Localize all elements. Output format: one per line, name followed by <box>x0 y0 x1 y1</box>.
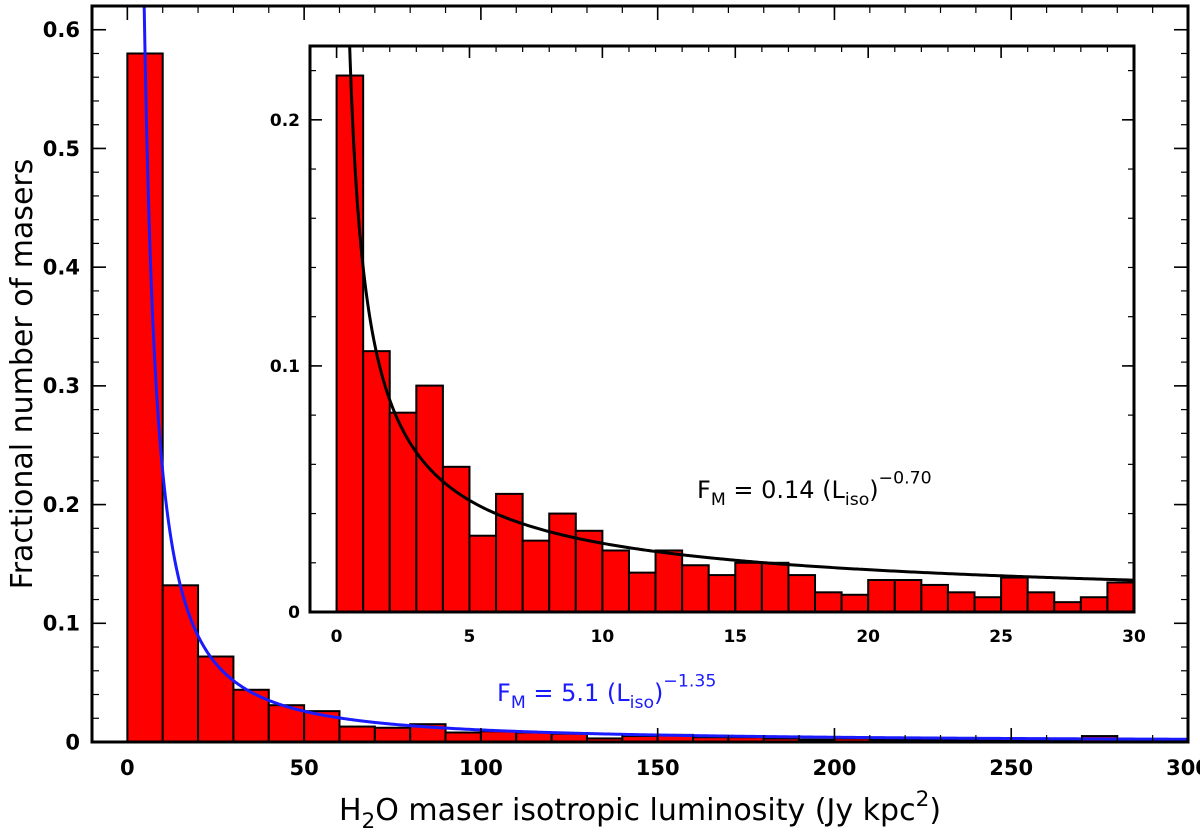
formula-part: iso <box>845 490 869 510</box>
histogram-bar <box>479 730 518 743</box>
histogram-bar <box>1000 576 1029 614</box>
x-tick-label: 50 <box>290 756 319 780</box>
formula-part: iso <box>630 693 654 713</box>
formula-part: M <box>711 490 726 510</box>
histogram-bar <box>441 465 471 613</box>
formula-part: M <box>511 693 526 713</box>
y-tick-label: 0 <box>288 603 300 623</box>
formula-part: −0.70 <box>879 469 932 489</box>
histogram-bar <box>707 574 737 614</box>
x-tick-label: 300 <box>1166 756 1200 780</box>
power-law-fit-line <box>142 4 1189 741</box>
histogram-bar <box>601 549 630 614</box>
axis-labels: H2O maser isotropic luminosity (Jy kpc2)… <box>5 159 941 832</box>
formula-part: = 0.14 (L <box>726 476 846 504</box>
axes-frame <box>308 44 1136 614</box>
formula-part: ) <box>654 679 663 707</box>
histogram-bar <box>840 593 870 614</box>
x-axis-title-part: O maser isotropic luminosity (Jy kpc <box>375 793 915 828</box>
x-tick-label: 15 <box>723 627 747 647</box>
y-tick-label: 0.6 <box>43 18 80 42</box>
fit-formula: FM = 0.14 (Liso)−0.70 <box>697 469 932 511</box>
y-tick-label: 0.1 <box>270 357 300 377</box>
histogram-bar <box>1079 596 1109 614</box>
histogram-bar <box>373 726 412 743</box>
formula-part: F <box>697 476 711 504</box>
histogram-bar <box>338 725 376 744</box>
x-axis-title-part: ) <box>929 793 941 828</box>
fit-formula: FM = 5.1 (Liso)−1.35 <box>497 672 716 714</box>
x-tick-label: 25 <box>989 627 1013 647</box>
histogram-bar <box>867 579 896 613</box>
histogram-bar <box>946 591 976 614</box>
histogram-bar <box>548 512 577 614</box>
histogram-bar <box>893 579 923 613</box>
x-tick-label: 10 <box>591 627 615 647</box>
x-tick-label: 250 <box>989 756 1033 780</box>
main-plot: 05010015020025030000.10.20.30.40.50.6FM … <box>43 4 1200 780</box>
y-tick-label: 0.1 <box>43 612 80 636</box>
histogram-bar <box>973 596 1003 614</box>
y-tick-label: 0.2 <box>43 493 80 517</box>
y-axis-title: Fractional number of masers <box>5 159 40 590</box>
x-tick-label: 20 <box>856 627 880 647</box>
histogram-bar <box>787 574 817 614</box>
histogram-bar <box>468 534 498 614</box>
histogram-bar <box>734 561 763 613</box>
histogram-bar <box>760 561 790 613</box>
histogram-bar <box>1106 581 1135 613</box>
formula-part: F <box>497 679 511 707</box>
histogram-bar <box>495 492 524 614</box>
histogram-bar <box>627 571 657 614</box>
histogram-bar <box>388 411 418 613</box>
x-tick-label: 5 <box>464 627 476 647</box>
x-tick-label: 30 <box>1122 627 1146 647</box>
histogram-bar <box>415 384 444 613</box>
axes-frame <box>90 4 1190 744</box>
histogram-bar <box>920 583 949 613</box>
power-law-fit-line <box>347 44 1135 582</box>
histogram-bar <box>161 584 200 743</box>
x-tick-label: 0 <box>331 627 343 647</box>
histogram-bar <box>1026 591 1056 614</box>
y-tick-label: 0 <box>65 730 80 754</box>
y-tick-label: 0.5 <box>43 137 80 161</box>
formula-part: −1.35 <box>663 672 716 692</box>
x-axis-title-part: 2 <box>362 809 376 832</box>
x-tick-label: 150 <box>636 756 680 780</box>
histogram-bar <box>335 74 365 613</box>
inset-plot: 0 5 10 15 20 25 30 0 0.1 0.2 FM = 0.14 (Liso)−0.70 <box>270 44 1146 647</box>
formula-part: = 5.1 (L <box>526 679 631 707</box>
histogram-bar <box>654 549 684 614</box>
x-tick-label: 0 <box>120 756 135 780</box>
y-tick-label: 0.3 <box>43 374 80 398</box>
histogram-bar <box>814 591 843 614</box>
y-tick-label: 0.4 <box>43 256 80 280</box>
x-axis-title: H2O maser isotropic luminosity (Jy kpc2) <box>339 787 941 832</box>
histogram-bar <box>197 655 235 744</box>
x-tick-label: 200 <box>813 756 857 780</box>
histogram-bar <box>521 539 551 613</box>
y-tick-label: 0.2 <box>270 111 300 131</box>
histogram-bar <box>681 564 710 613</box>
formula-part: ) <box>869 476 878 504</box>
x-axis-title-part: 2 <box>916 787 930 812</box>
x-tick-label: 100 <box>459 756 503 780</box>
x-axis-title-part: H <box>339 793 362 828</box>
